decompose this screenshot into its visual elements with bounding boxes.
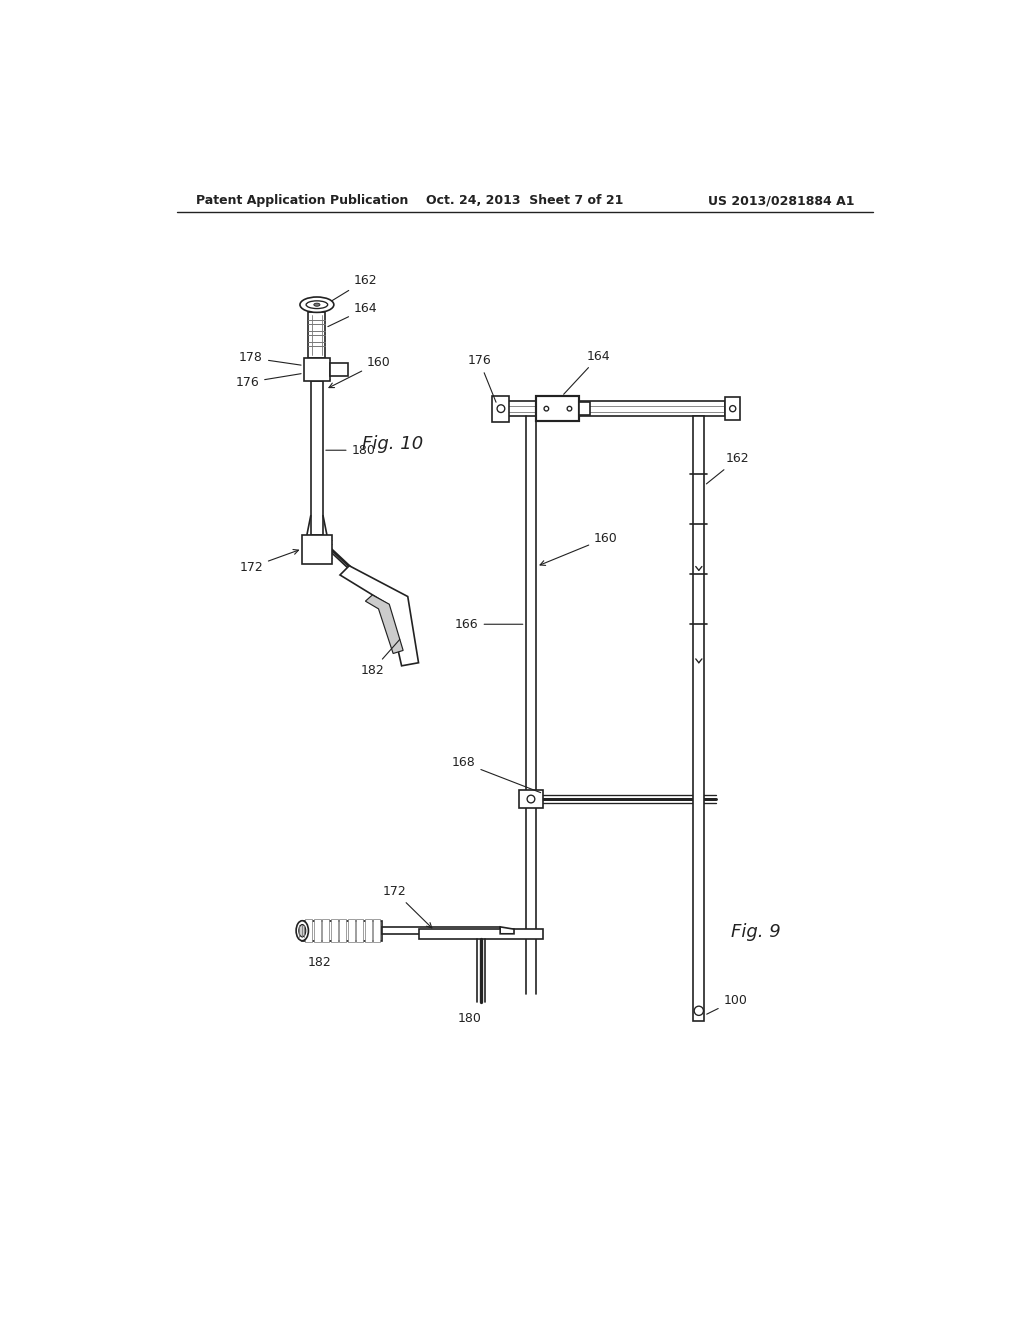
Text: 182: 182	[360, 639, 399, 677]
Bar	[693, 416, 705, 1020]
Bar	[331, 919, 338, 942]
Text: 100: 100	[707, 994, 748, 1014]
Bar	[330, 363, 348, 376]
Bar	[373, 919, 380, 942]
Text: 178: 178	[240, 351, 301, 366]
Text: 160: 160	[329, 356, 391, 388]
Bar	[356, 919, 364, 942]
Text: 164: 164	[328, 302, 378, 326]
Circle shape	[730, 405, 736, 412]
Ellipse shape	[306, 301, 328, 309]
Text: 176: 176	[468, 354, 496, 403]
Bar	[580, 403, 590, 414]
Text: Patent Application Publication: Patent Application Publication	[196, 194, 409, 207]
Bar	[305, 919, 312, 942]
Text: 172: 172	[383, 884, 432, 928]
Circle shape	[527, 795, 535, 803]
Text: 166: 166	[455, 618, 523, 631]
Text: 162: 162	[707, 453, 750, 484]
Bar	[308, 312, 326, 358]
Bar	[382, 927, 500, 933]
Text: 180: 180	[458, 1012, 481, 1026]
Ellipse shape	[296, 921, 308, 941]
Bar	[419, 929, 543, 940]
Bar	[537, 396, 580, 421]
Polygon shape	[366, 595, 403, 653]
Text: US 2013/0281884 A1: US 2013/0281884 A1	[708, 194, 854, 207]
Circle shape	[694, 1006, 703, 1015]
Ellipse shape	[313, 304, 319, 306]
Circle shape	[567, 407, 571, 411]
Polygon shape	[500, 927, 514, 933]
Text: 168: 168	[452, 756, 541, 792]
Text: 180: 180	[326, 444, 376, 457]
Bar	[313, 919, 321, 942]
Bar	[365, 919, 372, 942]
Text: 164: 164	[563, 350, 610, 395]
Bar	[323, 919, 330, 942]
Text: Fig. 10: Fig. 10	[361, 436, 423, 453]
Ellipse shape	[300, 297, 334, 313]
Text: 162: 162	[332, 273, 378, 301]
Ellipse shape	[299, 924, 306, 937]
Polygon shape	[340, 566, 419, 665]
Text: 160: 160	[540, 532, 617, 565]
Text: Oct. 24, 2013  Sheet 7 of 21: Oct. 24, 2013 Sheet 7 of 21	[426, 194, 624, 207]
Bar	[499, 401, 725, 416]
Bar	[339, 919, 346, 942]
Bar	[310, 381, 323, 535]
Bar	[348, 919, 354, 942]
Bar	[725, 397, 740, 420]
Bar	[304, 358, 330, 381]
Bar	[526, 416, 536, 994]
Bar	[302, 535, 332, 564]
Text: 172: 172	[240, 549, 298, 574]
Circle shape	[497, 405, 505, 413]
Circle shape	[544, 407, 549, 411]
Bar	[518, 789, 544, 808]
Text: Fig. 9: Fig. 9	[731, 923, 781, 941]
Bar	[493, 396, 509, 422]
Bar	[302, 921, 382, 941]
Text: 176: 176	[236, 374, 301, 389]
Text: 182: 182	[307, 956, 331, 969]
